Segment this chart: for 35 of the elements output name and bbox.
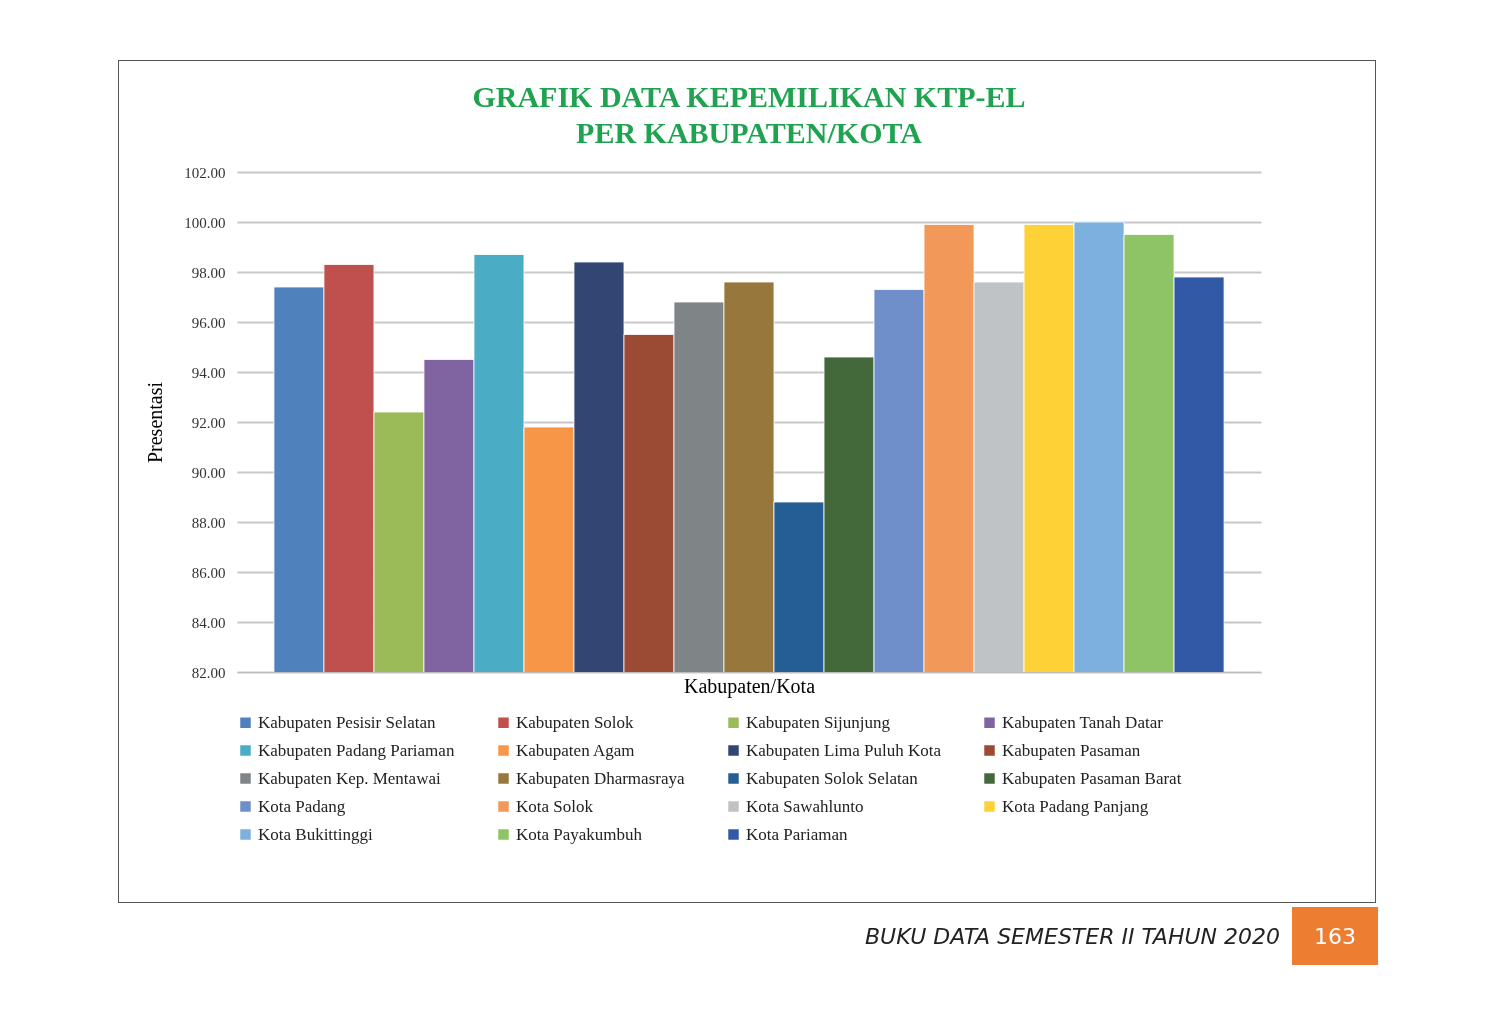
legend-label: Kabupaten Tanah Datar [1002, 712, 1164, 732]
legend-label: Kota Pariaman [746, 824, 848, 844]
legend-label: Kota Padang Panjang [1002, 796, 1149, 816]
y-tick-label: 84.00 [191, 614, 226, 631]
legend-label: Kabupaten Agam [516, 740, 635, 760]
legend-label: Kabupaten Lima Puluh Kota [746, 740, 942, 760]
y-tick-label: 100.00 [184, 214, 226, 231]
legend-label: Kabupaten Pesisir Selatan [258, 712, 437, 732]
y-tick-label: 82.00 [191, 664, 226, 681]
text: 163 [1292, 907, 1378, 965]
legend-label: Kabupaten Sijunjung [746, 712, 891, 732]
y-tick-label: 94.00 [191, 364, 226, 381]
legend-label: Kota Padang [258, 796, 346, 816]
y-tick-label: 86.00 [191, 564, 226, 581]
y-tick-label: 92.00 [191, 414, 226, 431]
text: BUKU DATA SEMESTER II TAHUN 2020 [864, 923, 1280, 949]
y-axis-title: Presentasi [144, 381, 167, 464]
y-tick-label: 102.00 [184, 164, 226, 181]
legend-label: Kabupaten Pasaman Barat [1002, 768, 1182, 788]
legend-label: Kabupaten Kep. Mentawai [258, 768, 441, 788]
chart-title: GRAFIK DATA KEPEMILIKAN KTP-EL PER KABUPATEN/KOTA [472, 80, 1026, 149]
legend-label: Kabupaten Solok [516, 712, 635, 732]
legend-label: Kabupaten Dharmasraya [516, 768, 685, 788]
legend-label: Kabupaten Pasaman [1002, 740, 1141, 760]
legend-label: Kabupaten Solok Selatan [746, 768, 919, 788]
x-axis-title: Kabupaten/Kota [683, 674, 816, 698]
legend-label: Kota Solok [516, 796, 594, 816]
legend-label: Kota Sawahlunto [746, 796, 864, 816]
legend-label: Kota Payakumbuh [516, 824, 643, 844]
y-tick-label: 96.00 [191, 314, 226, 331]
legend-label: Kabupaten Padang Pariaman [258, 740, 455, 760]
y-tick-label: 88.00 [191, 514, 226, 531]
y-tick-label: 90.00 [191, 464, 226, 481]
y-tick-label: 98.00 [191, 264, 226, 281]
legend-label: Kota Bukittinggi [258, 824, 374, 844]
